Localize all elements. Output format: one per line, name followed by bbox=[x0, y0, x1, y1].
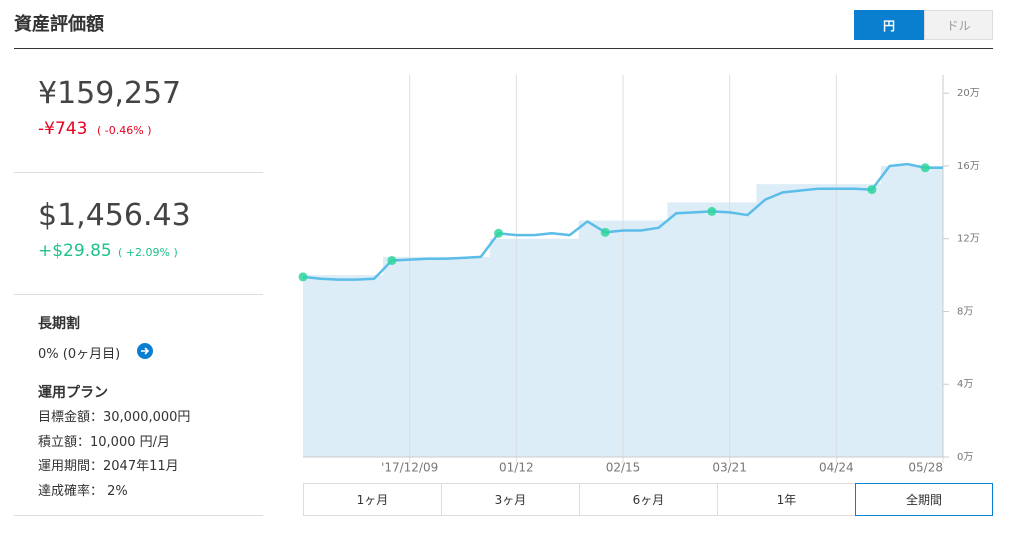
x-tick-label: 02/15 bbox=[606, 461, 641, 475]
y-tick-label: 0万 bbox=[957, 452, 973, 463]
usd-percent: ( +2.09% ) bbox=[118, 246, 178, 259]
plan-line: 運用期間：2047年11月 bbox=[38, 459, 179, 474]
event-dot bbox=[298, 272, 308, 282]
y-tick-label: 4万 bbox=[957, 379, 973, 390]
chart: '17/12/09 01/12 02/15 03/21 04/24 05/28 0万 4万 8万… bbox=[298, 75, 980, 475]
header-rule bbox=[14, 48, 993, 49]
event-dot bbox=[600, 227, 610, 237]
usd-value: $1,456.43 bbox=[38, 198, 191, 233]
x-tick-label: '17/12/09 bbox=[381, 461, 438, 475]
jpy-change: -¥743 bbox=[38, 119, 88, 139]
y-tick-label: 16万 bbox=[957, 161, 980, 172]
y-tick-label: 12万 bbox=[957, 234, 980, 245]
separator bbox=[14, 172, 263, 173]
plan-line: 目標金額：30,000,000円 bbox=[38, 410, 191, 425]
toggle-yen[interactable]: 円 bbox=[854, 10, 924, 40]
x-tick-label: 04/24 bbox=[819, 461, 854, 475]
range-button[interactable]: 3ヶ月 bbox=[441, 483, 580, 516]
x-tick-label: 01/12 bbox=[499, 461, 534, 475]
toggle-dollar[interactable]: ドル bbox=[924, 10, 993, 40]
y-tick-label: 20万 bbox=[957, 88, 980, 99]
long-term-title: 長期割 bbox=[38, 316, 80, 332]
value-line bbox=[302, 162, 943, 281]
usd-change: +$29.85 bbox=[38, 241, 112, 261]
jpy-value: ¥159,257 bbox=[38, 76, 182, 111]
plan-line: 積立額：10,000 円/月 bbox=[38, 434, 170, 450]
event-dot bbox=[707, 206, 717, 216]
page-title: 資産評価額 bbox=[14, 14, 104, 35]
range-button[interactable]: 全期間 bbox=[855, 483, 993, 516]
event-dot bbox=[920, 163, 930, 173]
x-tick-label: 05/28 bbox=[908, 461, 943, 475]
long-term-text: 0% (0ヶ月目) bbox=[38, 347, 121, 362]
range-button[interactable]: 6ヶ月 bbox=[579, 483, 718, 516]
separator bbox=[14, 294, 263, 295]
plan-line: 達成確率： 2% bbox=[38, 483, 128, 499]
jpy-percent: ( -0.46% ) bbox=[97, 124, 152, 137]
event-dot bbox=[867, 185, 877, 195]
event-dot bbox=[387, 256, 397, 266]
range-button[interactable]: 1ヶ月 bbox=[303, 483, 442, 516]
range-button[interactable]: 1年 bbox=[717, 483, 856, 516]
plan-title: 運用プラン bbox=[38, 385, 108, 401]
x-tick-label: 03/21 bbox=[712, 461, 747, 475]
event-dot bbox=[494, 228, 504, 238]
y-tick-label: 8万 bbox=[957, 306, 973, 317]
separator bbox=[14, 515, 263, 516]
arrow-icon[interactable] bbox=[137, 343, 153, 359]
